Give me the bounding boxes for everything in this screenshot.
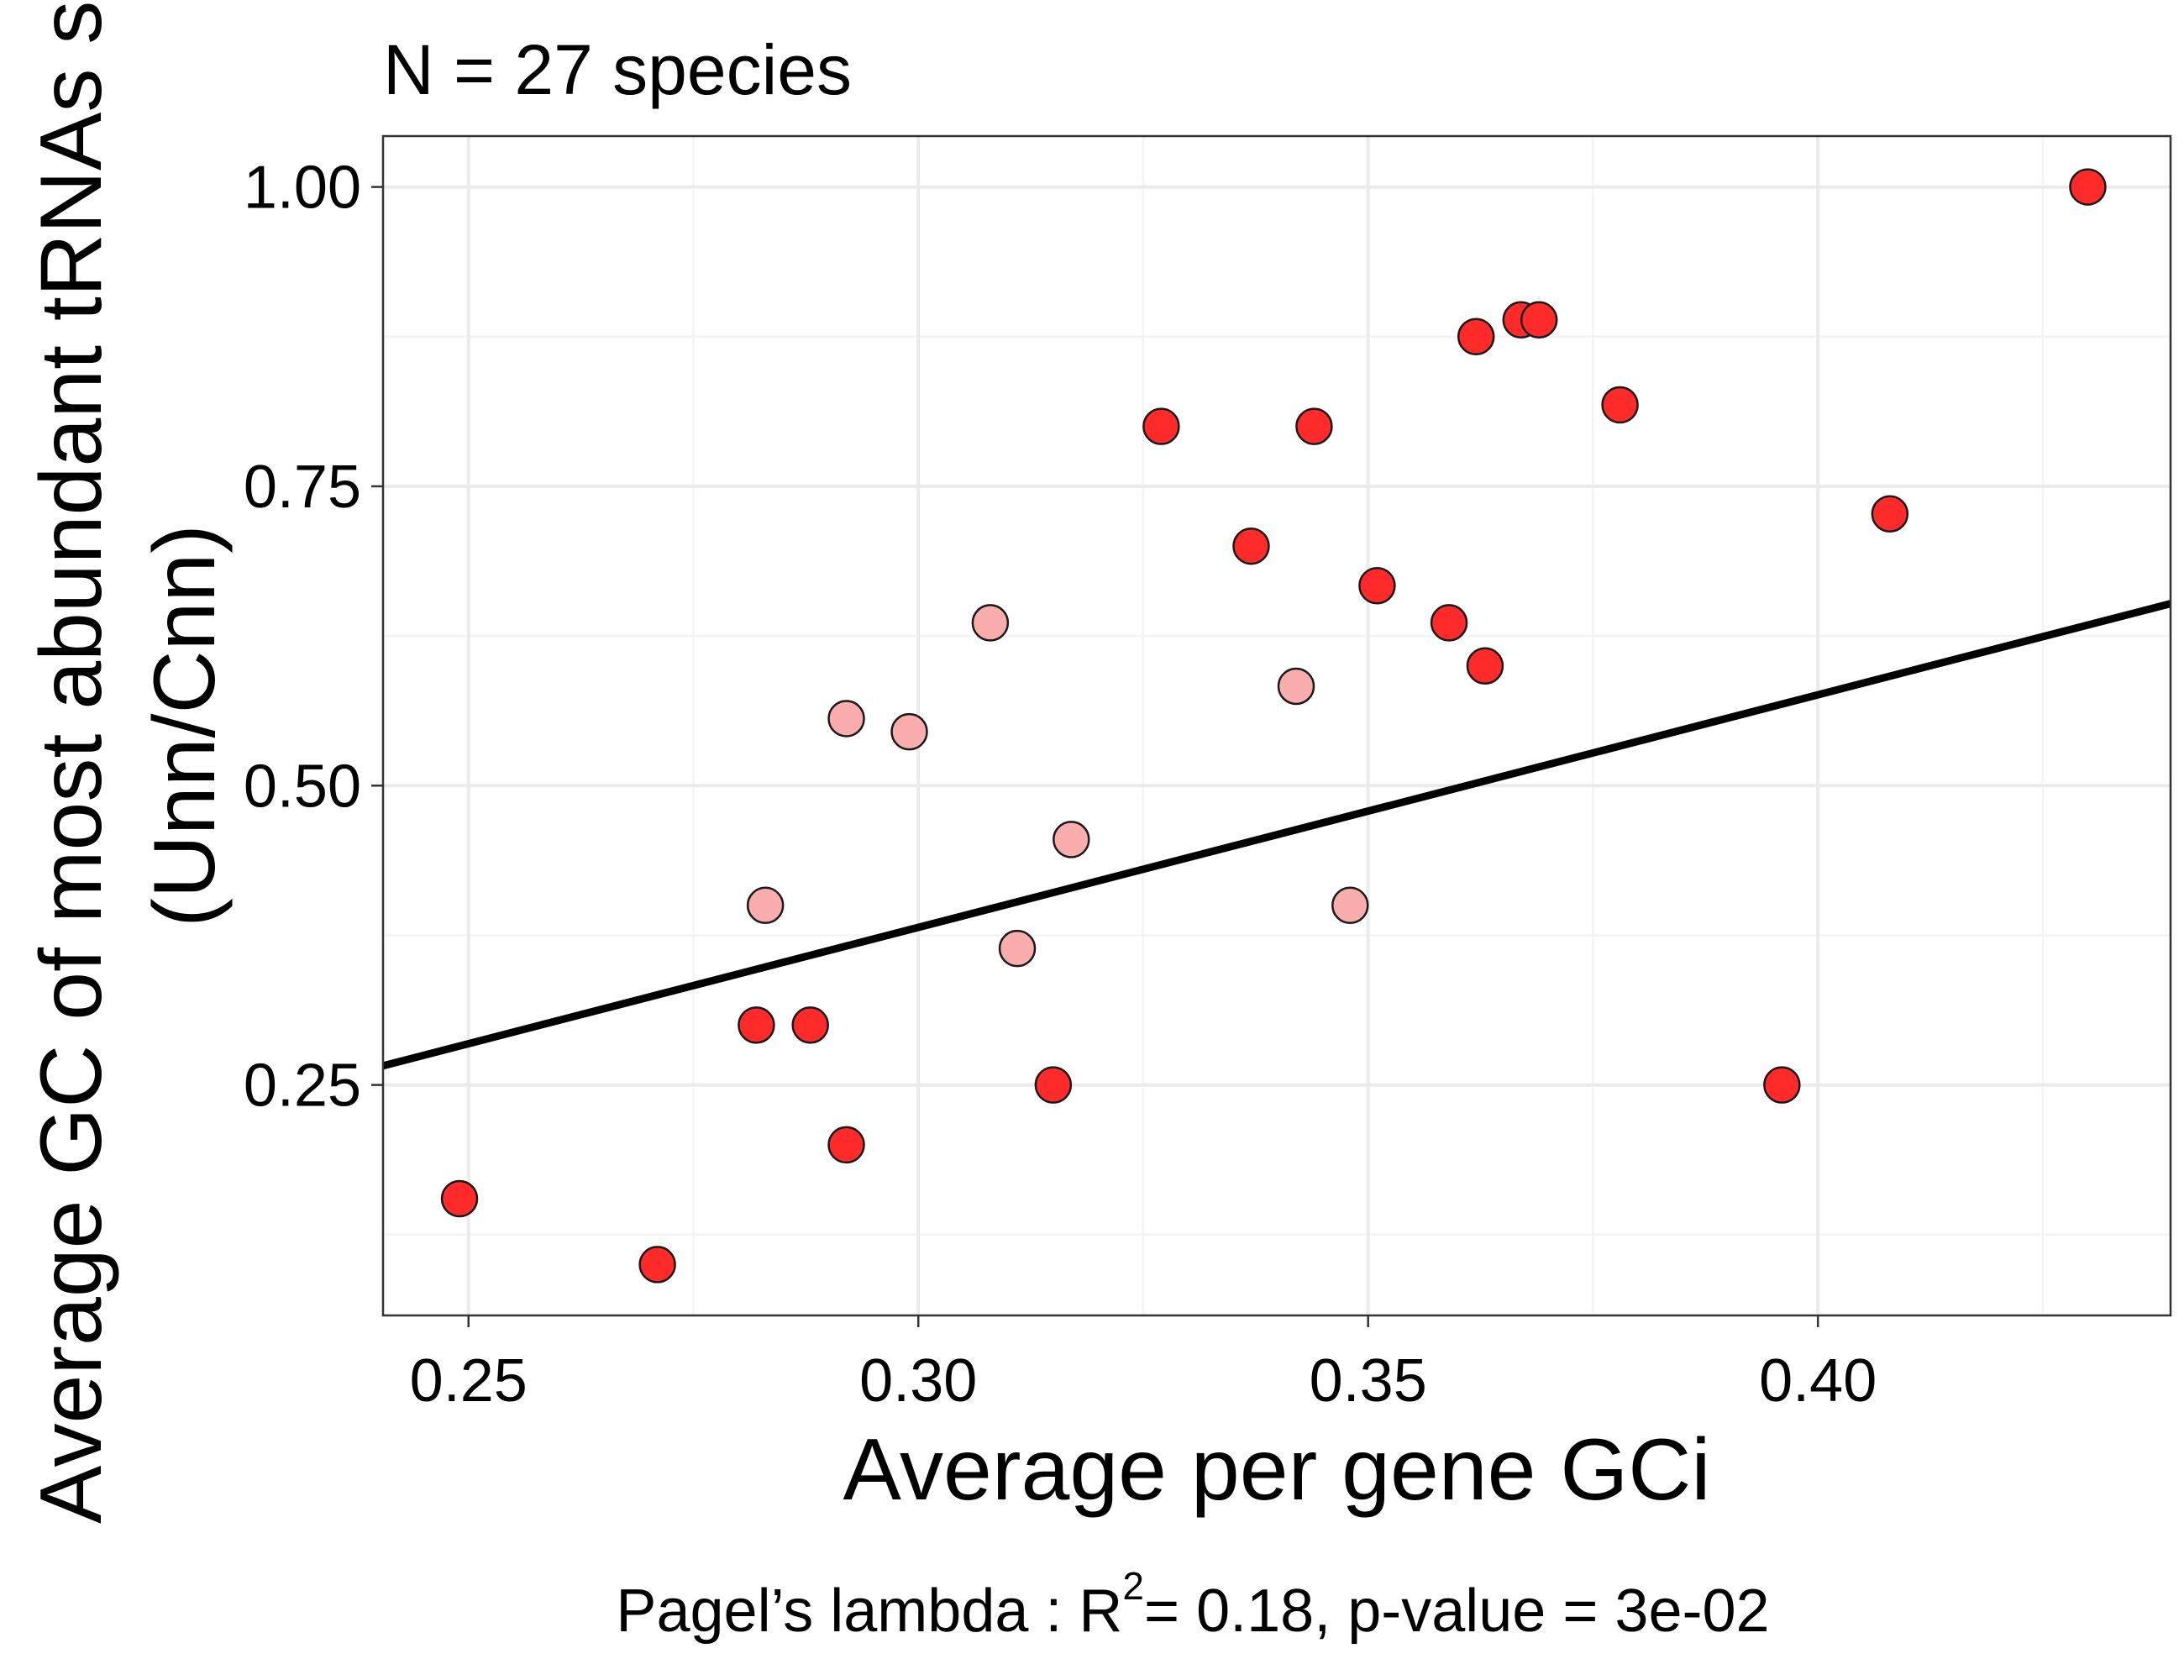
- caption-superscript: 2: [1122, 1564, 1144, 1608]
- data-point-dark: [1358, 566, 1396, 605]
- data-point-dark: [1871, 495, 1909, 533]
- data-point-dark: [1520, 301, 1558, 339]
- data-point-light: [746, 886, 785, 925]
- data-point-light: [1331, 886, 1369, 925]
- caption-prefix: Pagel’s lambda : R: [616, 1578, 1122, 1645]
- data-point-light: [971, 604, 1010, 642]
- x-axis-title: Average per gene GCi: [843, 1421, 1711, 1519]
- y-axis-title-line-1: Average GC of most abundant tRNAs set: [23, 0, 120, 1524]
- x-tick-label: 0.40: [1759, 1347, 1877, 1415]
- y-tick-label: 0.75: [244, 454, 361, 521]
- data-points: [440, 168, 2107, 1284]
- regression-line: [381, 600, 2172, 1070]
- x-tick-label: 0.30: [859, 1347, 977, 1415]
- data-point-dark: [791, 1006, 829, 1044]
- data-point-light: [1053, 821, 1090, 858]
- data-point-dark: [827, 1126, 865, 1164]
- axis-ticks: [371, 186, 1819, 1327]
- y-axis-title-line-2: (Unn/Cnn): [136, 524, 234, 927]
- chart-title: N = 27 species: [383, 30, 852, 109]
- y-tick-label: 1.00: [244, 155, 361, 222]
- y-tick-label: 0.50: [244, 753, 361, 820]
- data-point-dark: [1034, 1066, 1073, 1104]
- axis-tick-labels: 0.25 0.30 0.35 0.40 0.25 0.50 0.75 1.00: [244, 155, 1877, 1415]
- caption-suffix: = 0.18, p-value = 3e-02: [1144, 1578, 1770, 1645]
- data-point-dark: [2069, 168, 2107, 206]
- data-point-dark: [1295, 407, 1333, 445]
- x-tick-label: 0.25: [410, 1347, 528, 1415]
- data-point-dark: [1466, 647, 1504, 685]
- y-tick-label: 0.25: [244, 1053, 361, 1120]
- data-point-dark: [440, 1179, 479, 1218]
- x-tick-label: 0.35: [1310, 1347, 1427, 1415]
- data-point-light: [827, 700, 865, 738]
- grid-lines: [383, 136, 2171, 1315]
- caption: Pagel’s lambda : R2= 0.18, p-value = 3e-…: [616, 1564, 1769, 1645]
- data-point-dark: [1457, 318, 1495, 356]
- data-point-dark: [1763, 1066, 1801, 1104]
- data-point-dark: [638, 1246, 676, 1284]
- data-point-light: [890, 712, 928, 751]
- regression-line-layer: [381, 600, 2172, 1070]
- data-point-dark: [1232, 527, 1270, 565]
- panel-border: [381, 134, 2172, 1317]
- data-point-dark: [1142, 407, 1180, 445]
- data-point-light: [998, 929, 1037, 968]
- data-point-dark: [1430, 604, 1468, 642]
- data-point-dark: [738, 1006, 775, 1044]
- data-point-dark: [1601, 386, 1639, 424]
- data-point-light: [1277, 667, 1315, 706]
